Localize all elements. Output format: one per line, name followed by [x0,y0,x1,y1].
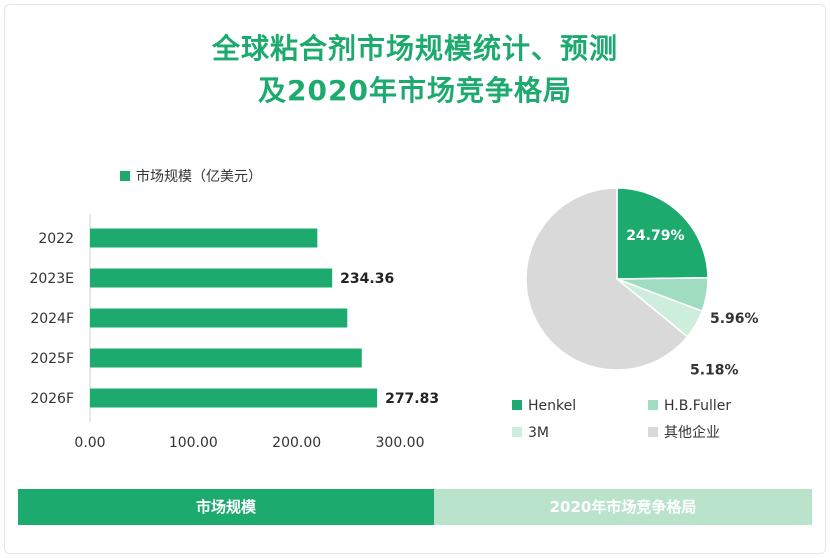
data-label-2026F: 277.83 [385,391,439,407]
page-title: 全球粘合剂市场规模统计、预测 及2020年市场竞争格局 [0,28,830,112]
pie-legend-swatch-3 [512,427,522,437]
pie-legend-label-1: Henkel [528,398,576,414]
y-tick-label-2026F: 2026F [30,391,74,407]
y-tick-label-2024F: 2024F [30,311,74,327]
tab-market-size[interactable]: 市场规模 [18,489,434,525]
pie-slice-4 [525,187,689,371]
legend-swatch-market-size [120,171,130,181]
x-tick-label-3: 300.00 [376,435,425,451]
pie-legend-swatch-2 [648,400,658,410]
x-tick-label-2: 200.00 [272,435,321,451]
legend-label-market-size: 市场规模（亿美元） [136,168,262,185]
pie-data-label-1: 24.79% [626,228,684,244]
pie-legend-label-3: 3M [528,425,549,441]
bar-2023E [90,268,333,288]
pie-legend-swatch-1 [512,400,522,410]
title-line-2: 及2020年市场竞争格局 [258,74,572,107]
title-line-1: 全球粘合剂市场规模统计、预测 [211,32,618,65]
pie-legend-swatch-4 [648,427,658,437]
data-label-2023E: 234.36 [340,271,394,287]
y-tick-label-2023E: 2023E [30,271,74,287]
pie-slice-1 [616,187,709,280]
pie-data-label-2: 5.96% [710,311,759,327]
y-tick-label-2022: 2022 [38,231,74,247]
x-tick-label-1: 100.00 [169,435,218,451]
bar-2026F [90,388,378,408]
x-tick-label-0: 0.00 [74,435,105,451]
pie-legend-label-2: H.B.Fuller [664,398,731,414]
bar-2022 [90,228,318,248]
tab-competition-2020[interactable]: 2020年市场竞争格局 [434,489,812,525]
bar-2024F [90,308,348,328]
pie-legend-label-4: 其他企业 [664,424,720,441]
y-tick-label-2025F: 2025F [30,351,74,367]
bar-2025F [90,348,362,368]
pie-data-label-3: 5.18% [690,363,739,379]
